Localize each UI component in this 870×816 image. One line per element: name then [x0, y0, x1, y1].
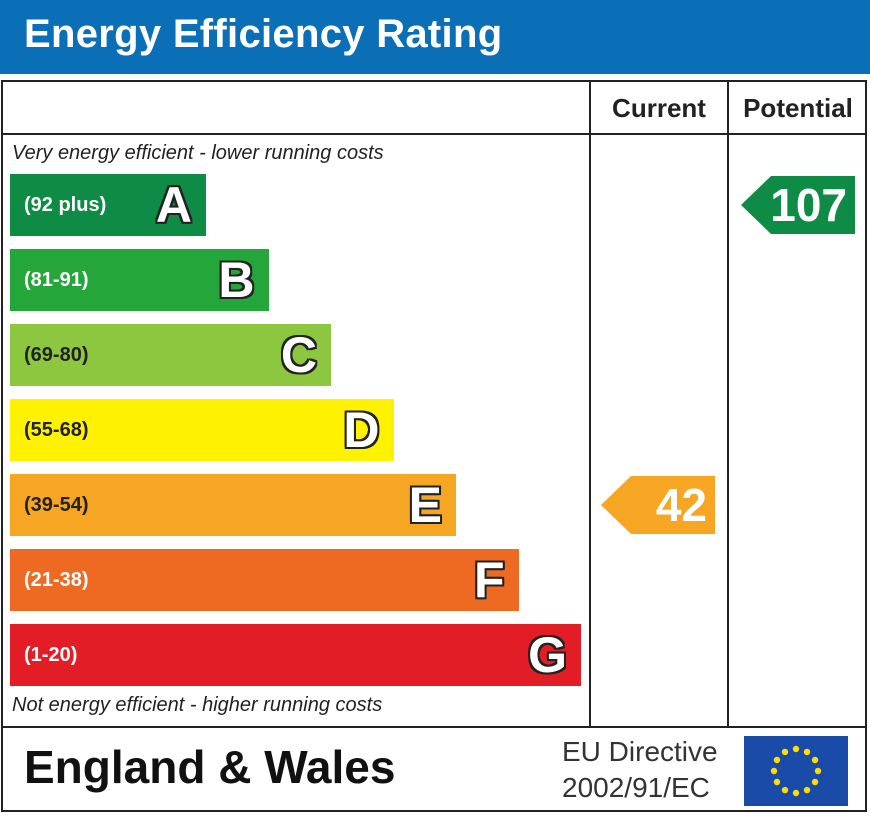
band-e-range: (39-54)	[24, 494, 89, 516]
band-a: (92 plus) A	[10, 174, 206, 236]
band-b-range: (81-91)	[24, 269, 89, 291]
band-c: (69-80) C	[10, 324, 331, 386]
eu-flag-icon	[744, 736, 848, 806]
header-bar: Energy Efficiency Rating	[0, 0, 870, 74]
band-g-range: (1-20)	[24, 644, 78, 666]
caption-top: Very energy efficient - lower running co…	[12, 142, 384, 164]
divider-potential	[727, 82, 729, 728]
footer-divider	[1, 726, 867, 728]
band-c-range: (69-80)	[24, 344, 89, 366]
band-a-range: (92 plus)	[24, 194, 107, 216]
current-rating-arrow: 42	[601, 476, 715, 534]
band-e-letter: E	[408, 477, 442, 533]
eu-star	[781, 786, 789, 794]
caption-bottom: Not energy efficient - higher running co…	[12, 694, 383, 716]
band-f-letter: F	[473, 552, 505, 608]
rating-frame	[1, 80, 867, 812]
band-g: (1-20) G	[10, 624, 581, 686]
current-rating-value: 42	[655, 479, 707, 531]
band-d: (55-68) D	[10, 399, 394, 461]
eu-star	[781, 748, 789, 756]
region-label: England & Wales	[24, 741, 396, 793]
band-d-letter: D	[343, 402, 380, 458]
divider-current	[589, 82, 591, 728]
page-title: Energy Efficiency Rating	[24, 12, 503, 56]
eu-star	[803, 748, 811, 756]
eu-star	[811, 756, 819, 764]
band-a-letter: A	[155, 177, 192, 233]
eu-star	[792, 745, 800, 753]
band-e: (39-54) E	[10, 474, 456, 536]
column-current-header: Current	[612, 93, 706, 123]
eu-star	[773, 756, 781, 764]
column-potential-header: Potential	[743, 93, 853, 123]
eu-star	[803, 786, 811, 794]
eu-star	[792, 789, 800, 797]
band-b-letter: B	[218, 252, 255, 308]
directive-line-1: EU Directive	[562, 736, 718, 767]
band-b: (81-91) B	[10, 249, 269, 311]
band-f: (21-38) F	[10, 549, 519, 611]
band-g-letter: G	[528, 627, 567, 683]
eu-star	[814, 767, 822, 775]
eu-star	[811, 778, 819, 786]
band-d-range: (55-68)	[24, 419, 89, 441]
directive-line-2: 2002/91/EC	[562, 772, 710, 803]
band-f-range: (21-38)	[24, 569, 89, 591]
potential-rating-value: 107	[770, 179, 847, 231]
eu-star	[773, 778, 781, 786]
band-c-letter: C	[280, 327, 317, 383]
eu-star	[770, 767, 778, 775]
header-divider	[1, 133, 867, 135]
